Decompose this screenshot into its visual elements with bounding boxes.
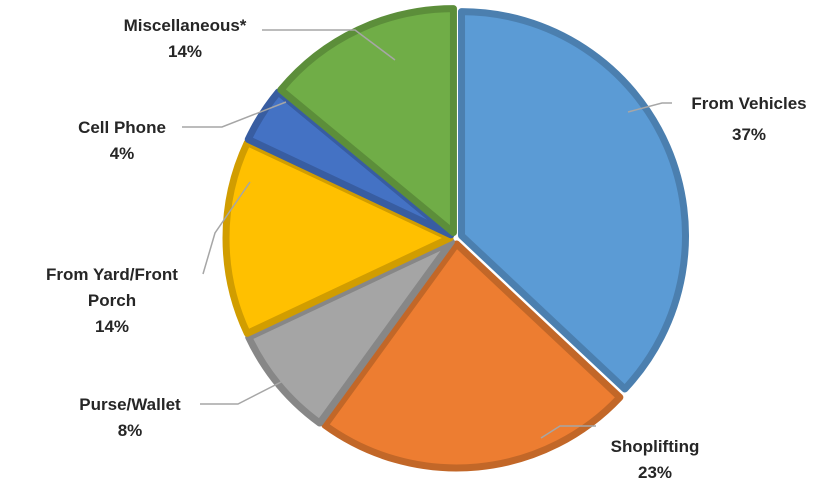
label-vehicles-value: 37% <box>732 125 766 144</box>
label-purse-name: Purse/Wallet <box>79 395 181 414</box>
label-yard-name-line1: From Yard/Front <box>46 265 178 284</box>
leader-lines <box>182 29 672 439</box>
leader-line-cell-phone <box>182 101 287 128</box>
label-cell-phone-value: 4% <box>110 144 135 163</box>
pie-slice-from-vehicles <box>458 8 689 393</box>
label-misc-name: Miscellaneous* <box>124 16 247 35</box>
label-cell-phone-name: Cell Phone <box>78 118 166 137</box>
label-yard-name-line2: Porch <box>88 291 136 310</box>
label-vehicles-name: From Vehicles <box>691 94 806 113</box>
leader-line-shoplifting <box>540 425 596 439</box>
pie-slice-purse-wallet <box>245 238 455 427</box>
leader-line-misc <box>262 29 396 61</box>
pie-slices <box>222 5 689 472</box>
data-labels: From Vehicles 37% Shoplifting 23% Purse/… <box>46 16 807 482</box>
label-misc-value: 14% <box>168 42 202 61</box>
leader-line-purse <box>200 379 286 405</box>
label-shoplifting-name: Shoplifting <box>611 437 700 456</box>
leader-line-yard <box>202 181 251 275</box>
label-yard-value: 14% <box>95 317 129 336</box>
pie-slice-miscellaneous <box>277 5 457 237</box>
pie-slice-from-yard-front-porch <box>222 139 454 337</box>
leader-line-vehicles <box>627 102 672 113</box>
label-purse-value: 8% <box>118 421 143 440</box>
pie-slice-shoplifting <box>321 240 624 472</box>
label-shoplifting-value: 23% <box>638 463 672 482</box>
